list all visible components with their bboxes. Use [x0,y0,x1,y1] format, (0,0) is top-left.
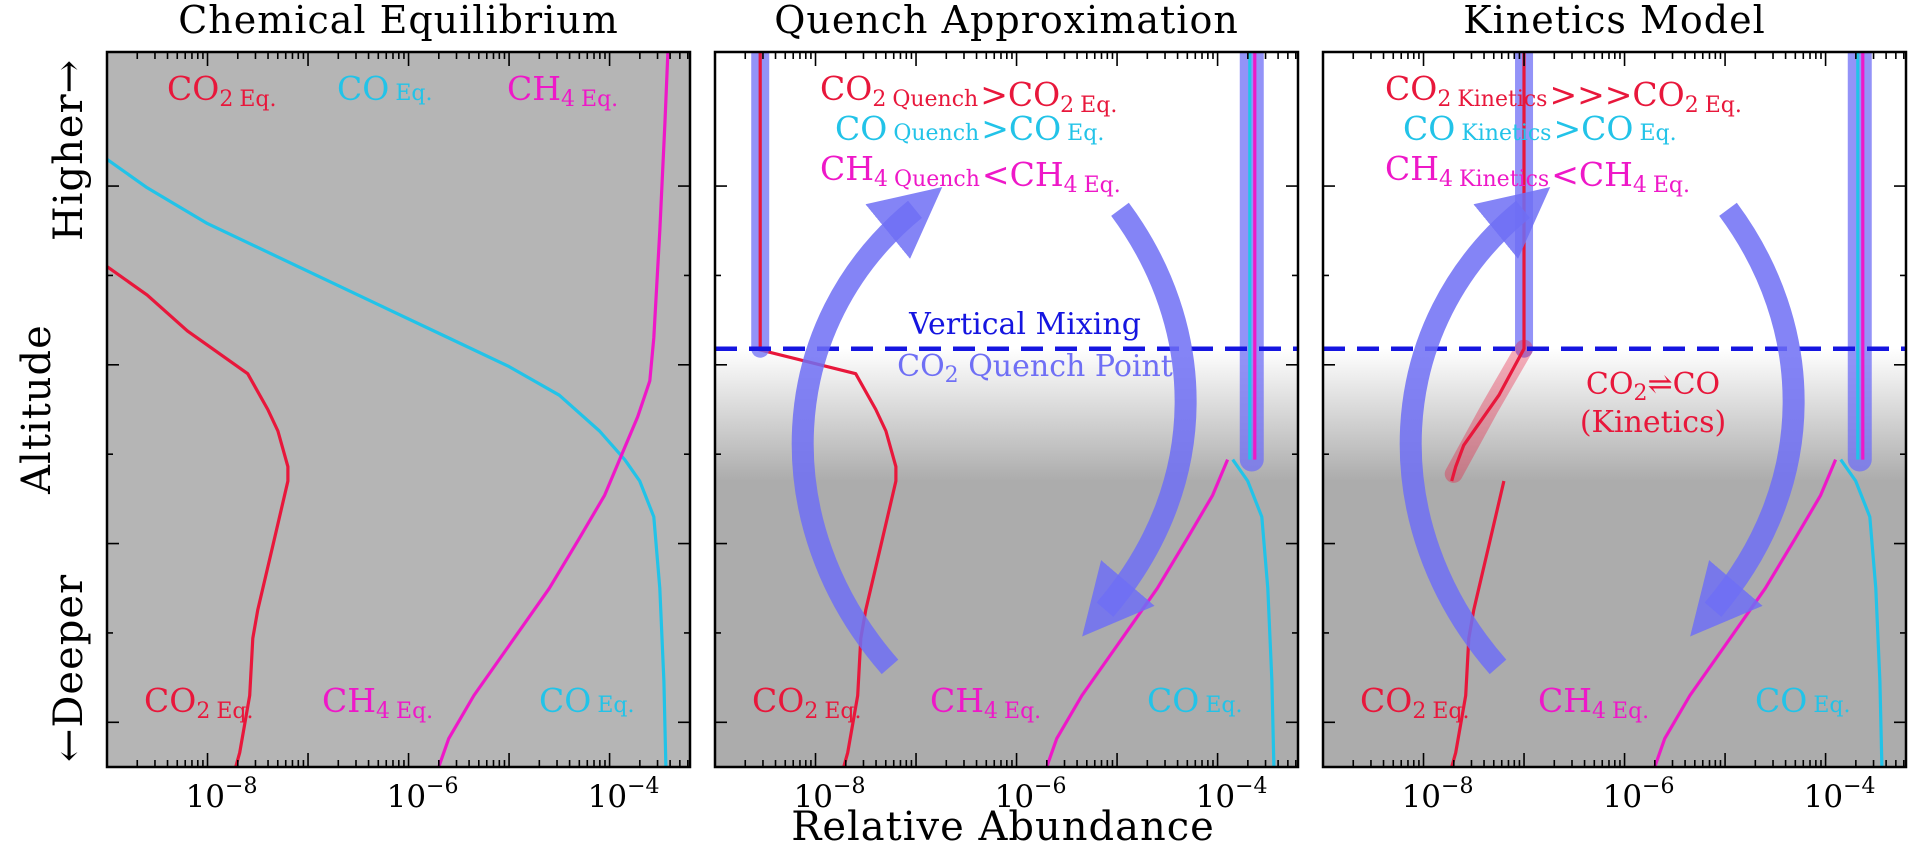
bottom-label-ch4: CH4 Eq. [322,681,433,724]
series-co-eq [107,157,668,767]
comparison-ch4: CH4 Quench<CH4 Eq. [820,149,1121,198]
panel-title: Chemical Equilibrium [178,0,619,42]
mixing-arrow-down [1082,202,1197,637]
x-tick-label: 10−6 [1603,774,1675,815]
panel-frame [1321,50,1908,769]
panel-kinetics: 10−8 10−6 10−4 Kinetics Model CO2 Kinetics>>>… [1321,0,1908,815]
top-label-co2: CO2 Eq. [167,69,276,112]
quench-point-label: CO2 Quench Point [897,349,1173,388]
x-tick-label: 10−6 [995,774,1067,815]
top-label-co: CO Eq. [337,69,432,108]
x-tick-label: 10−4 [1196,774,1268,815]
x-tick-label: 10−8 [1402,774,1474,815]
comparison-ch4: CH4 Kinetics<CH4 Eq. [1385,149,1690,198]
series-co-below-quench [1839,458,1884,767]
panel-frame [105,50,692,769]
bottom-label-ch4: CH4 Eq. [1538,681,1649,724]
bottom-label-co2: CO2 Eq. [752,681,861,724]
x-tick-label: 10−4 [1804,774,1876,815]
upper-background [715,52,1298,349]
bottom-label-co2: CO2 Eq. [144,681,253,724]
bottom-label-co: CO Eq. [1147,681,1242,720]
panel-frame [713,50,1300,769]
comparison-co2: CO2 Quench>CO2 Eq. [820,69,1117,118]
x-tick-label: 10−8 [186,774,258,815]
top-label-ch4: CH4 Eq. [507,69,618,112]
comparison-co: CO Quench>CO Eq. [835,109,1104,148]
series-co2-below-quench [754,347,898,767]
panel-title: Kinetics Model [1463,0,1766,42]
eq-background [107,52,690,767]
series-ch4-eq [437,52,670,767]
panel-equilibrium: 10−8 10−6 10−4 Chemical Equilibrium CO2 Eq. CO… [105,0,692,815]
kinetics-note-label: (Kinetics) [1580,405,1726,440]
x-axis-label: Relative Abundance [791,804,1215,848]
mixing-arrow-up [791,187,943,675]
kinetics-note-reaction: CO2⇌CO [1586,367,1720,406]
comparison-co2: CO2 Kinetics>>>CO2 Eq. [1385,69,1742,118]
upper-background [1323,52,1906,349]
y-axis-higher-label: Higher→ [46,59,92,241]
bottom-label-co: CO Eq. [539,681,634,720]
comparison-co: CO Kinetics>CO Eq. [1403,109,1677,148]
series-co2-kinetics [1450,52,1526,482]
y-axis-label: Altitude [14,324,60,495]
bottom-label-co2: CO2 Eq. [1360,681,1469,724]
bottom-label-ch4: CH4 Eq. [930,681,1041,724]
panel-quench: 10−8 10−6 10−4 Quench Approximation CO2 Quenc… [713,0,1300,815]
series-co2-eq [107,265,290,767]
x-tick-label: 10−8 [794,774,866,815]
mixing-arrow-down [1690,202,1805,637]
x-tick-label: 10−6 [387,774,459,815]
y-axis-deeper-label: ←Deeper [46,574,92,762]
bottom-label-co: CO Eq. [1755,681,1850,720]
mixing-arrow-up [1399,187,1551,675]
series-co-below-quench [1231,458,1276,767]
panel-title: Quench Approximation [774,0,1239,42]
vertical-mixing-label: Vertical Mixing [908,307,1141,342]
x-tick-label: 10−4 [588,774,660,815]
